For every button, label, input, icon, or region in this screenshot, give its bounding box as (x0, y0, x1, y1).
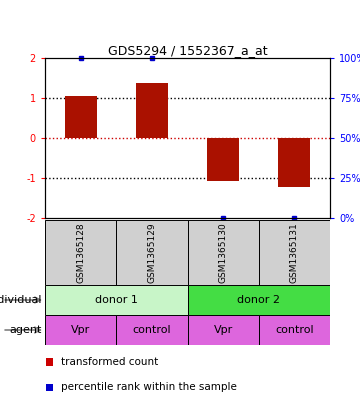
Bar (188, 315, 259, 345)
Text: GSM1365129: GSM1365129 (147, 222, 156, 283)
Bar (46, 358, 53, 366)
Text: individual: individual (0, 295, 41, 305)
Bar (64, 96, 96, 138)
Text: Vpr: Vpr (71, 325, 90, 335)
Title: GDS5294 / 1552367_a_at: GDS5294 / 1552367_a_at (108, 44, 267, 57)
Bar (259, 220, 330, 285)
Bar (136, 83, 168, 138)
Text: GSM1365128: GSM1365128 (76, 222, 85, 283)
Bar (207, 138, 239, 181)
Bar (116, 220, 188, 285)
Text: percentile rank within the sample: percentile rank within the sample (61, 382, 237, 392)
Text: Vpr: Vpr (213, 325, 233, 335)
Text: donor 1: donor 1 (95, 295, 138, 305)
Text: transformed count: transformed count (61, 357, 158, 367)
Bar (188, 220, 259, 285)
Bar (188, 285, 330, 315)
Text: control: control (275, 325, 314, 335)
Text: donor 2: donor 2 (237, 295, 280, 305)
Bar (45, 285, 188, 315)
Bar (278, 138, 310, 187)
Text: GSM1365130: GSM1365130 (219, 222, 228, 283)
Bar (45, 220, 116, 285)
Text: control: control (132, 325, 171, 335)
Text: agent: agent (9, 325, 41, 335)
Bar (46, 384, 53, 391)
Bar (259, 315, 330, 345)
Text: GSM1365131: GSM1365131 (290, 222, 299, 283)
Bar (116, 315, 188, 345)
Bar (45, 315, 116, 345)
